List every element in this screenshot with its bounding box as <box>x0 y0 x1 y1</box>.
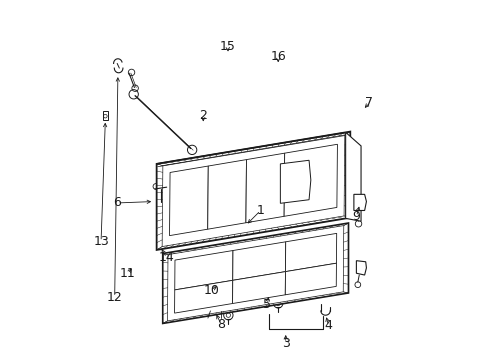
Polygon shape <box>353 194 366 211</box>
Text: 14: 14 <box>159 251 174 264</box>
Text: 8: 8 <box>217 318 225 331</box>
Polygon shape <box>345 132 360 221</box>
Bar <box>103 111 107 120</box>
Text: 16: 16 <box>270 50 285 63</box>
Text: 9: 9 <box>352 210 360 223</box>
Polygon shape <box>207 159 246 229</box>
Polygon shape <box>356 261 366 275</box>
Polygon shape <box>232 242 285 280</box>
Bar <box>265 279 276 293</box>
Text: 1: 1 <box>256 204 264 217</box>
Text: 12: 12 <box>106 291 122 304</box>
Text: 4: 4 <box>324 319 332 332</box>
Text: 3: 3 <box>281 337 289 350</box>
Polygon shape <box>280 160 310 203</box>
Polygon shape <box>174 280 232 313</box>
Polygon shape <box>174 251 232 290</box>
Text: 15: 15 <box>219 40 235 53</box>
Text: 6: 6 <box>113 197 121 210</box>
Polygon shape <box>285 233 336 271</box>
Text: 11: 11 <box>120 267 136 280</box>
Polygon shape <box>163 223 348 323</box>
Text: 5: 5 <box>263 298 271 311</box>
Text: 7: 7 <box>365 96 372 109</box>
Polygon shape <box>285 263 336 295</box>
Polygon shape <box>169 166 208 236</box>
Polygon shape <box>156 132 349 250</box>
Text: 10: 10 <box>203 284 219 297</box>
Polygon shape <box>232 271 285 303</box>
Polygon shape <box>284 144 337 216</box>
Polygon shape <box>245 153 284 223</box>
Text: 13: 13 <box>93 235 109 248</box>
Bar <box>205 300 224 311</box>
Text: 2: 2 <box>199 109 207 122</box>
